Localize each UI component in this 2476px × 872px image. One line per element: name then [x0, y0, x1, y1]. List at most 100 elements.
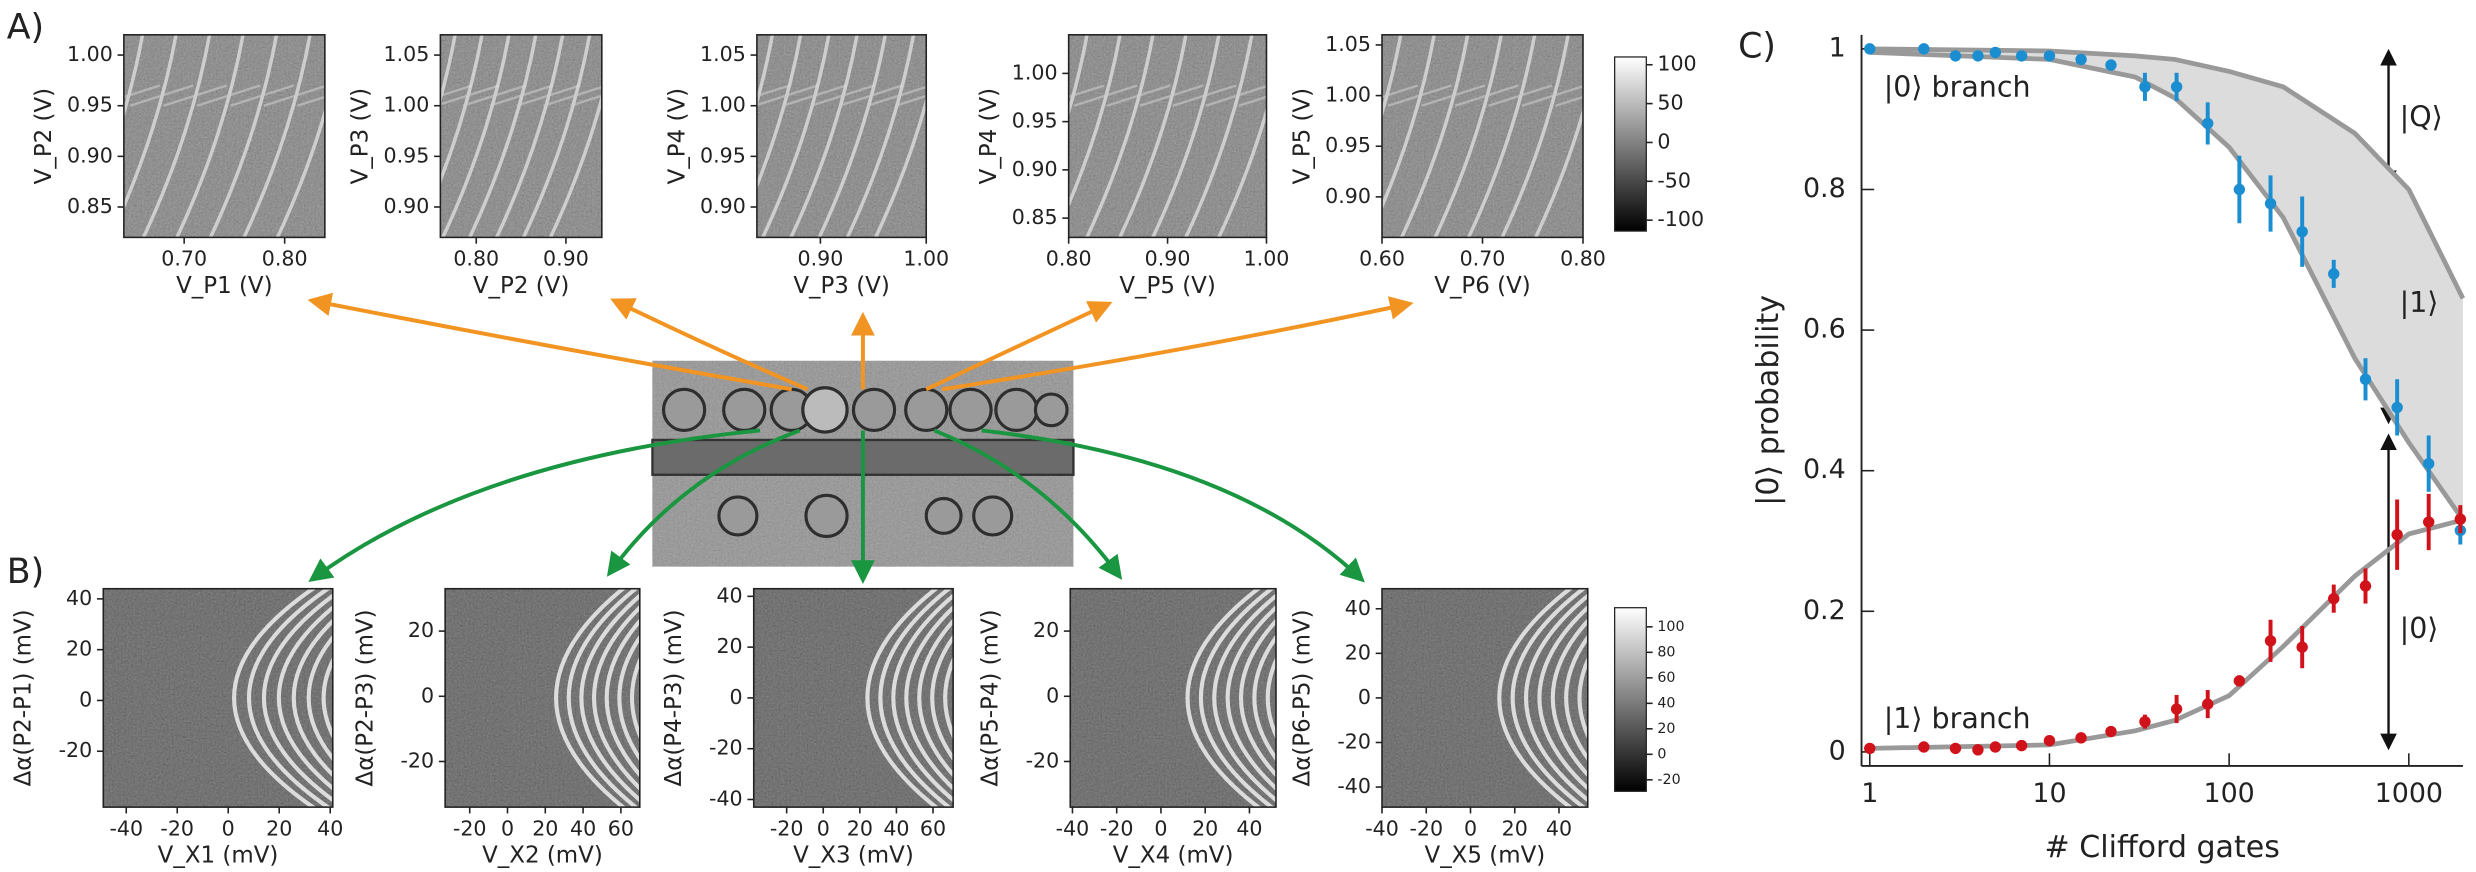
y-tick-label: 1.00: [1012, 60, 1058, 84]
fringe: [617, 633, 640, 762]
stripe: [1433, 34, 1503, 238]
data-point: [2328, 268, 2340, 280]
fit-line: [1869, 46, 2466, 300]
data-point: [1949, 742, 1962, 755]
data-point: [2043, 734, 2056, 747]
stripe: [521, 34, 592, 238]
fringe: [930, 633, 954, 762]
fringe: [321, 656, 333, 740]
fringe: [579, 593, 640, 803]
data-point: [2422, 457, 2435, 470]
stripe: [1084, 34, 1155, 238]
stripe: [756, 84, 819, 107]
fringe: [1550, 618, 1588, 778]
data-point: [2015, 50, 2028, 62]
fringe: [1523, 593, 1588, 803]
colorbar-tick-label: 0: [1657, 746, 1666, 762]
x-tick-label: 0.90: [1145, 247, 1191, 271]
y-axis-label: Δα(P4-P3) (mV): [661, 609, 687, 786]
y-tick-label: -20: [59, 738, 93, 762]
colorbar-tick-label: 80: [1657, 644, 1675, 660]
data-point: [2202, 117, 2214, 130]
data-point: [2422, 516, 2435, 528]
y-tick-label: 0: [1046, 683, 1059, 707]
y-tick-label: 0: [730, 685, 743, 709]
y-tick-label: 20: [66, 637, 92, 661]
heatmap-image: [1070, 588, 1276, 808]
x-tick-label: 20: [266, 816, 292, 840]
fringe: [566, 588, 639, 808]
y-tick-label: 1.05: [700, 42, 746, 66]
colorbar-tick-label: 20: [1657, 721, 1675, 737]
x-tick-label: 0: [1464, 816, 1477, 840]
data-point: [2359, 580, 2372, 592]
series-label: |1⟩ branch: [1884, 702, 2031, 735]
heatmap-image: [1068, 34, 1267, 238]
fringe: [591, 604, 640, 791]
data-point: [2139, 715, 2151, 728]
plot-frame: [1069, 587, 1277, 808]
stripe: [440, 34, 484, 185]
fringe: [1212, 593, 1276, 803]
y-axis-label: Δα(P2-P3) (mV): [353, 609, 379, 786]
panel-label: A): [7, 7, 44, 47]
x-tick-label: 100: [2203, 778, 2254, 809]
fringe: [1577, 656, 1588, 740]
stripe: [570, 94, 602, 107]
data-point: [2264, 635, 2277, 647]
y-tick-label: 0.95: [384, 143, 430, 167]
data-point: [1864, 742, 1876, 755]
y-tick-label: 1.00: [1325, 83, 1371, 107]
plot-frame: [756, 34, 928, 239]
y-axis-label: |0⟩ probability: [1751, 295, 1786, 506]
stripe: [1205, 85, 1267, 107]
band: [1869, 48, 2463, 520]
plot-frame: [444, 587, 641, 808]
plot-frame: [123, 34, 326, 239]
x-tick-label: 1.00: [903, 247, 949, 271]
data-point: [2105, 59, 2117, 71]
stripe: [1068, 34, 1122, 209]
fringe: [247, 588, 332, 808]
stripe: [1117, 34, 1188, 238]
image-noise: [756, 34, 927, 238]
stripe: [1139, 84, 1204, 107]
stripe: [516, 84, 581, 107]
y-axis-label: V_P3 (V): [348, 88, 374, 184]
data-point: [1972, 744, 1984, 756]
y-tick-label: -20: [1026, 748, 1060, 772]
stripe: [163, 84, 228, 107]
y-tick-label: 1.05: [1325, 32, 1371, 56]
colorbar: [1614, 607, 1647, 792]
y-axis-label: V_P2 (V): [31, 88, 57, 184]
fit-line: [1869, 50, 2465, 522]
fringe: [629, 655, 640, 740]
x-axis-label: V_P6 (V): [1434, 273, 1530, 299]
fringe: [1537, 604, 1588, 791]
colorbar-tick-label: 0: [1657, 129, 1670, 153]
y-tick-label: 20: [1345, 640, 1371, 664]
stripe: [782, 84, 847, 107]
image-noise: [103, 588, 333, 808]
x-tick-label: 1.00: [1244, 247, 1290, 271]
x-tick-label: 0: [817, 816, 830, 840]
heatmap-image: [1382, 588, 1588, 808]
y-tick-label: 0: [79, 687, 92, 711]
stripe: [440, 84, 500, 106]
stripe: [1068, 34, 1089, 118]
data-point: [2454, 513, 2467, 525]
y-axis-label: V_P4 (V): [976, 88, 1002, 184]
stripe: [1399, 34, 1470, 238]
x-axis-label: V_P3 (V): [793, 273, 889, 299]
panel-label: B): [7, 552, 44, 592]
y-axis-label: Δα(P6-P5) (mV): [1289, 609, 1315, 786]
data-point: [1864, 43, 1876, 55]
data-point: [1972, 50, 1984, 62]
x-tick-label: 0: [222, 816, 235, 840]
stripe: [756, 84, 791, 98]
stripe: [548, 92, 602, 238]
x-axis-label: V_X5 (mV): [1425, 843, 1546, 869]
y-axis-label: Δα(P5-P4) (mV): [978, 609, 1004, 786]
x-tick-label: -20: [1409, 816, 1443, 840]
fringe: [262, 593, 333, 803]
